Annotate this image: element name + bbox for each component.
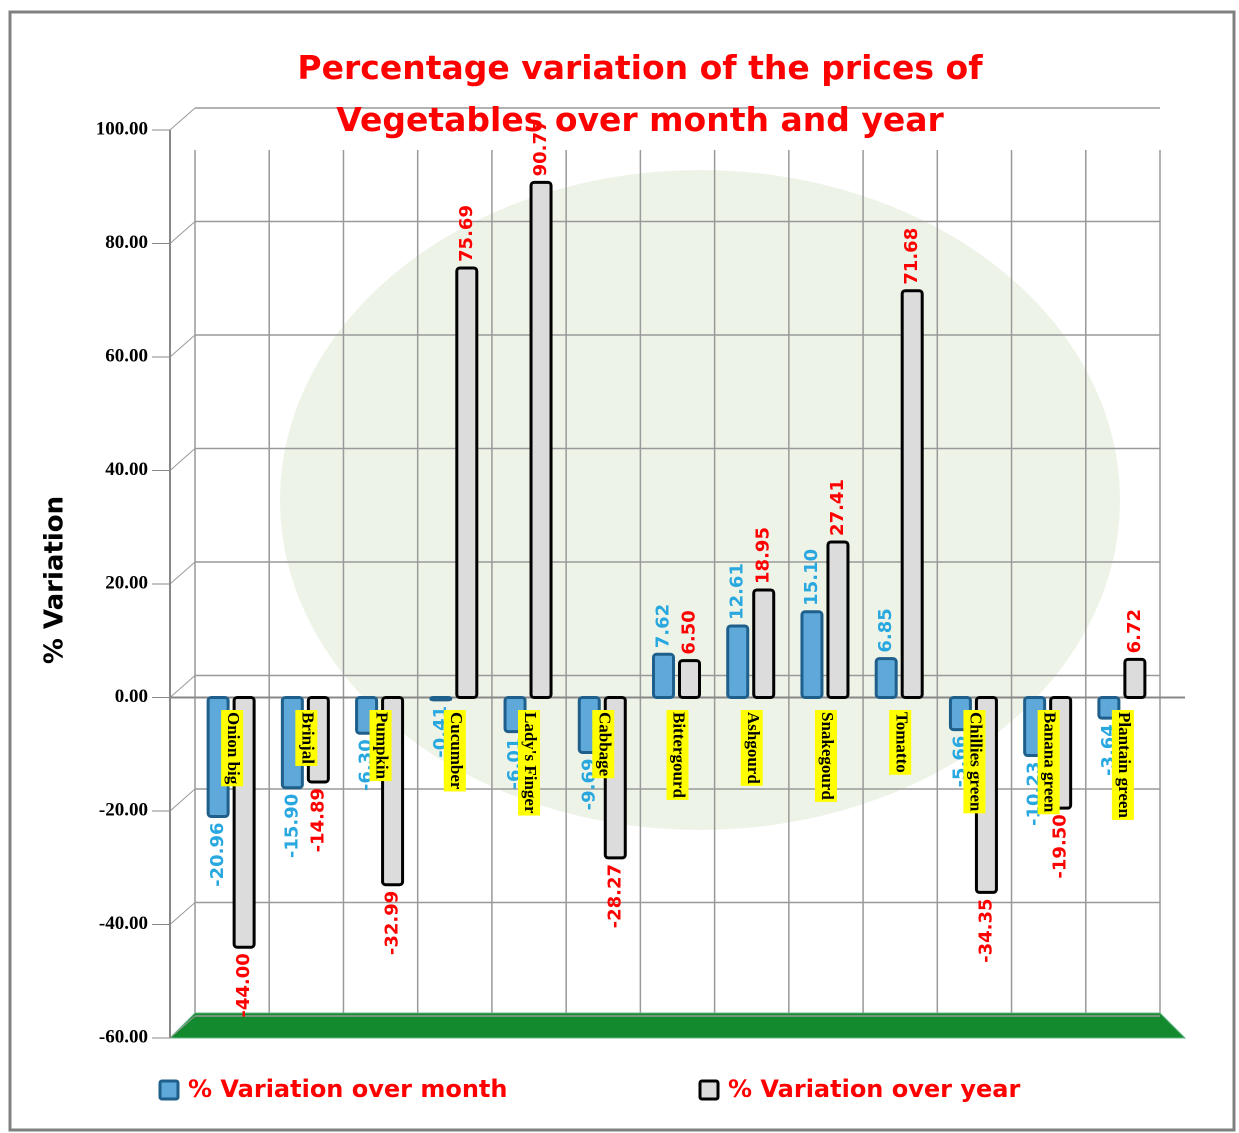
value-label: 15.10 bbox=[801, 549, 822, 606]
label-background bbox=[295, 710, 318, 766]
bar bbox=[874, 657, 898, 699]
label-background bbox=[221, 710, 244, 787]
value-label: 6.85 bbox=[875, 608, 896, 652]
y-tick-label: -40.00 bbox=[99, 913, 148, 934]
value-label: 71.68 bbox=[901, 228, 922, 285]
value-label: -15.90 bbox=[281, 794, 302, 858]
y-tick-label: 60.00 bbox=[105, 345, 148, 366]
value-label: 6.50 bbox=[679, 610, 700, 654]
value-label: -20.96 bbox=[207, 822, 228, 886]
bar bbox=[678, 659, 701, 699]
y-tick-label: 40.00 bbox=[105, 459, 148, 480]
label-background bbox=[1037, 710, 1060, 815]
x-tick-label: Ashgourd bbox=[744, 712, 763, 784]
label-background bbox=[1111, 710, 1134, 820]
bar bbox=[1123, 657, 1147, 700]
label-background bbox=[592, 710, 615, 779]
x-tick-label: Pumpkin bbox=[373, 712, 392, 780]
x-tick-label: Plantain green bbox=[1115, 712, 1134, 818]
bar bbox=[726, 624, 750, 699]
x-tick-label: Chillies green bbox=[967, 712, 986, 812]
x-tick-label: Brinjal bbox=[298, 712, 317, 764]
y-tick-label: 80.00 bbox=[105, 232, 148, 253]
bar bbox=[529, 180, 553, 699]
x-tick-label: Onion big bbox=[224, 712, 243, 785]
label-background bbox=[740, 710, 763, 786]
value-label: 27.41 bbox=[827, 479, 848, 536]
y-tick-label: -20.00 bbox=[99, 799, 148, 820]
bar bbox=[826, 540, 850, 699]
grid-line bbox=[169, 902, 196, 925]
value-label: -44.00 bbox=[233, 953, 254, 1017]
label-background bbox=[814, 710, 837, 802]
bar bbox=[800, 610, 824, 699]
y-tick-label: -60.00 bbox=[99, 1026, 148, 1047]
grid-line bbox=[169, 221, 196, 244]
bar bbox=[652, 652, 675, 699]
bar bbox=[900, 289, 924, 699]
value-label: -14.89 bbox=[307, 788, 328, 852]
value-label: 90.77 bbox=[530, 119, 551, 176]
chart-title: Percentage variation of the prices of Ve… bbox=[297, 48, 983, 139]
grid-line bbox=[169, 334, 196, 358]
x-tick-label: Bittergourd bbox=[670, 712, 689, 798]
value-label: -19.50 bbox=[1050, 814, 1071, 878]
y-tick-label: 0.00 bbox=[115, 686, 148, 707]
grid-line bbox=[169, 561, 196, 585]
label-background bbox=[963, 710, 986, 814]
legend-label: % Variation over year bbox=[728, 1075, 1020, 1103]
grid-line bbox=[169, 448, 196, 471]
x-tick-label: Cabbage bbox=[595, 712, 614, 777]
x-tick-label: Cucumber bbox=[447, 712, 466, 790]
label-background bbox=[443, 710, 466, 792]
bar bbox=[752, 588, 776, 699]
value-label: 6.72 bbox=[1124, 609, 1145, 653]
x-tick-label: Tomatto bbox=[892, 712, 911, 773]
legend-label: % Variation over month bbox=[188, 1075, 508, 1103]
bar bbox=[429, 696, 453, 702]
label-background bbox=[889, 710, 912, 775]
value-label: 7.62 bbox=[653, 604, 674, 648]
value-label: 12.61 bbox=[727, 563, 748, 620]
value-label: -28.27 bbox=[604, 864, 625, 928]
value-label: 18.95 bbox=[753, 527, 774, 584]
value-label: 75.69 bbox=[456, 205, 477, 262]
bar bbox=[455, 266, 479, 699]
legend-swatch bbox=[698, 1079, 720, 1101]
x-tick-label: Lady's Finger bbox=[521, 712, 540, 814]
y-axis-title: % Variation bbox=[40, 496, 70, 664]
label-background bbox=[666, 710, 689, 800]
grid-line bbox=[169, 675, 196, 698]
grid-line bbox=[169, 788, 196, 812]
x-tick-label: Snakegourd bbox=[818, 712, 837, 800]
legend-swatch bbox=[158, 1079, 180, 1101]
label-background bbox=[518, 710, 541, 816]
grid-line bbox=[169, 107, 196, 131]
y-tick-label: 100.00 bbox=[96, 118, 148, 139]
value-label: -32.99 bbox=[382, 891, 403, 955]
y-tick-label: 20.00 bbox=[105, 572, 148, 593]
value-label: -34.35 bbox=[975, 898, 996, 962]
label-background bbox=[369, 710, 392, 782]
grid-line bbox=[169, 1015, 196, 1039]
x-tick-label: Banana green bbox=[1041, 712, 1060, 813]
